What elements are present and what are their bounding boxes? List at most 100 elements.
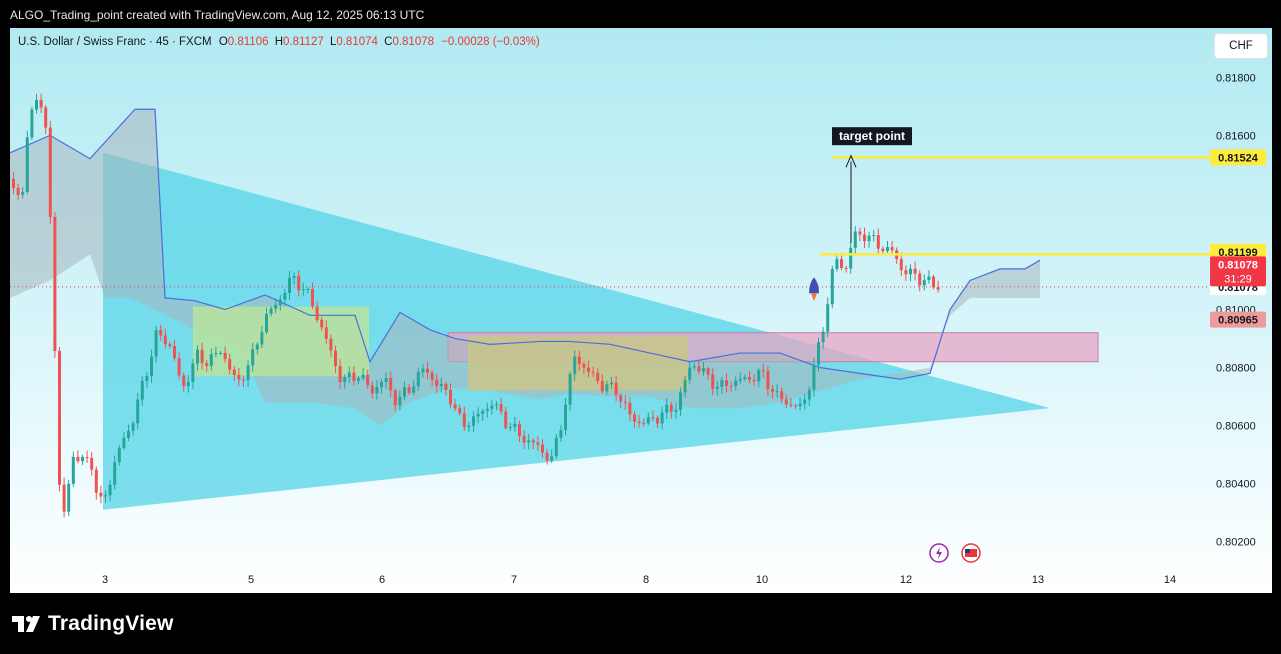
candle <box>159 324 163 341</box>
candle-body <box>872 235 876 237</box>
candle <box>467 421 471 433</box>
candle <box>886 240 889 253</box>
candle <box>439 377 443 393</box>
candle <box>186 375 190 393</box>
candle-body <box>421 368 425 373</box>
candle-body <box>936 287 940 290</box>
candle <box>550 449 554 463</box>
candle <box>807 386 811 407</box>
candle-body <box>458 408 462 414</box>
price-tag-bg <box>1210 311 1266 328</box>
candle-body <box>775 391 779 393</box>
candle <box>283 288 287 306</box>
candle <box>766 365 770 396</box>
candle-body <box>228 359 232 370</box>
candle-body <box>145 375 149 381</box>
candle-body <box>366 374 370 386</box>
candle-body <box>58 350 61 485</box>
candle <box>145 372 149 388</box>
candle <box>596 368 600 385</box>
candle-body <box>81 456 84 462</box>
candle-body <box>393 390 397 406</box>
candle-body <box>909 268 912 275</box>
candle-body <box>246 365 250 381</box>
open-label: O <box>218 36 228 48</box>
candle <box>863 227 866 249</box>
candle <box>619 393 623 409</box>
candle-body <box>380 381 383 388</box>
candle-body <box>720 380 724 387</box>
candle-body <box>803 399 807 404</box>
candle-body <box>53 216 57 351</box>
candle <box>656 415 659 429</box>
candle-body <box>232 369 236 375</box>
candle <box>255 341 259 355</box>
us-flag-event-icon <box>961 543 981 563</box>
y-tick-label: 0.80200 <box>1216 537 1256 549</box>
candle <box>150 349 153 383</box>
candle <box>403 381 406 401</box>
candle-body <box>168 344 172 346</box>
candle-body <box>840 259 843 268</box>
candle <box>798 397 802 411</box>
chart-canvas[interactable]: target point 0.818000.816000.810000.8080… <box>10 28 1272 593</box>
candle-body <box>251 349 255 366</box>
candle <box>541 439 544 458</box>
candle-body <box>656 417 659 424</box>
candle <box>872 229 876 242</box>
candle-body <box>844 267 848 269</box>
symbol-label[interactable]: U.S. Dollar / Swiss Franc · 45 · FXCM <box>18 36 212 48</box>
candle <box>513 416 517 432</box>
candle-body <box>536 442 540 445</box>
candle-body <box>904 270 908 275</box>
candle-body <box>90 457 94 470</box>
candle-body <box>39 99 43 108</box>
candle-body <box>665 404 669 413</box>
candle <box>794 403 797 410</box>
candle-body <box>265 313 268 333</box>
x-tick-label: 13 <box>1032 574 1044 586</box>
candle <box>214 346 218 358</box>
candle <box>734 375 738 391</box>
candle-body <box>729 385 733 387</box>
candle-body <box>30 109 34 138</box>
candle <box>775 384 779 398</box>
candle <box>444 381 448 396</box>
candle <box>329 334 333 357</box>
candle <box>311 282 314 310</box>
candle-body <box>12 178 15 188</box>
x-tick-label: 3 <box>102 574 108 586</box>
candle <box>748 371 751 384</box>
candle-body <box>403 387 406 397</box>
candle <box>651 410 655 422</box>
y-tick-label: 0.81600 <box>1216 130 1256 142</box>
candle-body <box>711 374 715 389</box>
candle-body <box>205 363 209 367</box>
candle <box>297 270 301 297</box>
candle-body <box>122 437 126 448</box>
candle <box>232 365 236 382</box>
candle-body <box>173 345 176 359</box>
candle-body <box>651 417 655 419</box>
candle <box>338 359 342 390</box>
candle-body <box>826 304 830 332</box>
candle-body <box>462 413 466 428</box>
candle <box>430 369 434 387</box>
candle-body <box>835 259 839 269</box>
candle <box>16 183 20 200</box>
candle <box>343 374 347 389</box>
candle <box>39 93 43 113</box>
candle-body <box>849 247 853 269</box>
candle-body <box>683 379 687 393</box>
candle-body <box>867 235 871 242</box>
candle-body <box>283 292 287 300</box>
chart-panel[interactable]: target point 0.81800 0.81600 0.81000 0.8080… <box>10 28 1272 593</box>
candle <box>237 368 241 387</box>
candle <box>398 390 402 411</box>
candle <box>435 373 439 393</box>
candle <box>177 352 181 380</box>
x-tick-label: 6 <box>379 574 385 586</box>
tradingview-logo[interactable]: TradingView <box>12 612 174 636</box>
currency-button[interactable]: CHF <box>1214 33 1268 59</box>
candle-body <box>927 276 931 281</box>
